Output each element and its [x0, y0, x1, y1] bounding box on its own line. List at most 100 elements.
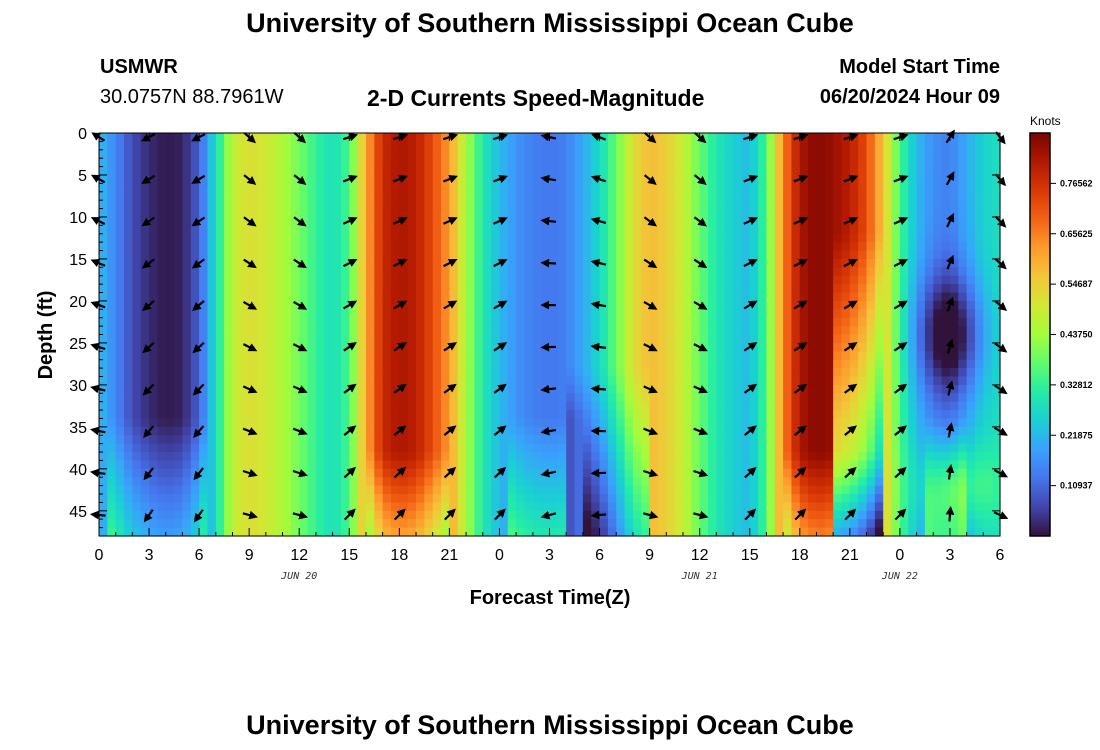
heatmap-cell — [591, 418, 601, 428]
heatmap-cell — [941, 284, 951, 294]
heatmap-cell — [833, 158, 843, 168]
heatmap-cell — [607, 460, 617, 470]
heatmap-cell — [249, 267, 259, 277]
heatmap-cell — [215, 460, 225, 470]
heatmap-cell — [524, 426, 534, 436]
heatmap-cell — [282, 275, 292, 285]
heatmap-cell — [299, 250, 309, 260]
heatmap-cell — [682, 435, 692, 445]
heatmap-cell — [666, 149, 676, 159]
heatmap-cell — [716, 477, 726, 487]
heatmap-cell — [758, 267, 767, 277]
heatmap-cell — [374, 309, 384, 319]
heatmap-cell — [132, 191, 142, 201]
heatmap-cell — [432, 342, 442, 352]
heatmap-cell — [958, 510, 968, 520]
heatmap-cell — [949, 300, 959, 310]
heatmap-cell — [115, 494, 125, 504]
heatmap-cell — [491, 141, 501, 151]
heatmap-cell — [416, 359, 425, 369]
heatmap-cell — [766, 258, 776, 268]
heatmap-cell — [883, 359, 893, 369]
heatmap-cell — [274, 384, 284, 394]
heatmap-cell — [215, 334, 225, 344]
heatmap-cell — [207, 250, 217, 260]
heatmap-cell — [966, 468, 976, 478]
heatmap-cell — [774, 342, 784, 352]
heatmap-cell — [549, 149, 559, 159]
heatmap-cell — [274, 149, 284, 159]
heatmap-cell — [140, 267, 150, 277]
heatmap-cell — [833, 376, 843, 386]
heatmap-cell — [924, 426, 934, 436]
heatmap-cell — [457, 334, 467, 344]
heatmap-cell — [157, 502, 167, 512]
heatmap-cell — [674, 208, 684, 218]
heatmap-cell — [657, 410, 667, 420]
heatmap-cell — [357, 368, 367, 378]
heatmap-cell — [482, 510, 492, 520]
heatmap-cell — [983, 174, 993, 184]
heatmap-cell — [749, 183, 759, 193]
heatmap-cell — [432, 292, 442, 302]
heatmap-cell — [140, 208, 150, 218]
heatmap-cell — [958, 200, 968, 210]
heatmap-cell — [624, 158, 634, 168]
heatmap-cell — [941, 183, 951, 193]
heatmap-cell — [157, 250, 167, 260]
heatmap-cell — [924, 174, 934, 184]
heatmap-cell — [716, 258, 726, 268]
heatmap-cell — [874, 216, 884, 226]
heatmap-cell — [774, 317, 784, 327]
heatmap-cell — [549, 326, 559, 336]
heatmap-cell — [290, 485, 300, 495]
heatmap-cell — [966, 326, 976, 336]
heatmap-cell — [491, 401, 501, 411]
heatmap-cell — [816, 183, 826, 193]
heatmap-cell — [149, 208, 158, 218]
heatmap-cell — [165, 435, 175, 445]
heatmap-cell — [933, 258, 943, 268]
heatmap-cell — [199, 284, 209, 294]
heatmap-cell — [441, 141, 450, 151]
heatmap-cell — [824, 258, 834, 268]
heatmap-cell — [949, 435, 959, 445]
heatmap-cell — [324, 502, 334, 512]
heatmap-cell — [724, 418, 734, 428]
heatmap-cell — [249, 401, 259, 411]
heatmap-cell — [958, 275, 968, 285]
heatmap-cell — [649, 250, 659, 260]
heatmap-cell — [616, 174, 626, 184]
heatmap-cell — [115, 166, 125, 176]
heatmap-cell — [674, 452, 684, 462]
heatmap-cell — [215, 191, 225, 201]
heatmap-cell — [257, 133, 267, 142]
heatmap-cell — [566, 284, 576, 294]
heatmap-cell — [249, 317, 259, 327]
heatmap-cell — [808, 334, 818, 344]
heatmap-cell — [466, 418, 476, 428]
heatmap-cell — [474, 309, 484, 319]
heatmap-cell — [983, 351, 993, 361]
heatmap-cell — [774, 359, 784, 369]
heatmap-cell — [916, 460, 926, 470]
heatmap-cell — [657, 376, 667, 386]
heatmap-cell — [574, 452, 584, 462]
heatmap-cell — [741, 183, 751, 193]
heatmap-cell — [107, 309, 117, 319]
heatmap-cell — [274, 292, 284, 302]
heatmap-cell — [899, 158, 909, 168]
heatmap-cell — [124, 368, 133, 378]
heatmap-cell — [107, 275, 117, 285]
heatmap-cell — [741, 258, 751, 268]
heatmap-cell — [899, 460, 909, 470]
heatmap-cell — [599, 225, 609, 235]
heatmap-cell — [966, 267, 976, 277]
heatmap-cell — [816, 460, 826, 470]
heatmap-cell — [549, 359, 559, 369]
heatmap-cell — [632, 149, 642, 159]
heatmap-cell — [866, 183, 876, 193]
heatmap-cell — [424, 510, 434, 520]
heatmap-cell — [674, 174, 684, 184]
heatmap-cell — [699, 267, 709, 277]
